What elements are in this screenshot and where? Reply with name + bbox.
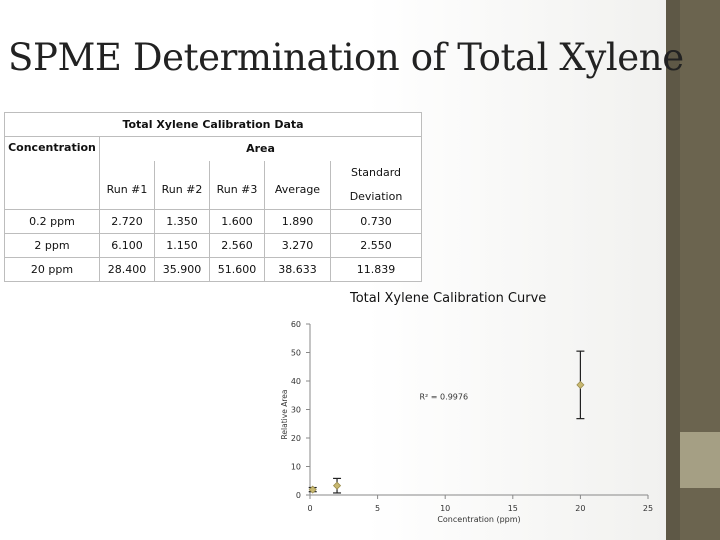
- table-row: 20 ppm 28.400 35.900 51.600 38.633 11.83…: [4, 256, 422, 282]
- chart-title: Total Xylene Calibration Curve: [350, 291, 547, 306]
- data-point: [332, 481, 342, 490]
- cell-average: 1.890: [264, 208, 331, 234]
- x-tick-label: 25: [643, 504, 653, 513]
- side-bar-block-top: [680, 0, 720, 432]
- cell-run2: 1.350: [154, 208, 210, 234]
- concentration-header: Concentration: [4, 136, 100, 210]
- calibration-curve-chart: 0 10 20 30 40 50 60 0 5 10 15 20 25 Concentration (pp…: [280, 320, 653, 524]
- r-squared-annotation: R² = 0.9976: [420, 393, 469, 402]
- cell-std-dev: 2.550: [330, 232, 422, 258]
- std-header-line2: Deviation: [349, 189, 403, 203]
- column-header-run2: Run #2: [154, 160, 210, 210]
- y-tick-label: 0: [296, 491, 301, 500]
- x-tick-label: 20: [575, 504, 585, 513]
- std-header-line1: Standard: [350, 165, 402, 179]
- calibration-table: Total Xylene Calibration Data Concentrat…: [4, 112, 422, 282]
- y-tick-label: 20: [291, 434, 301, 443]
- y-tick-label: 10: [291, 463, 301, 472]
- x-tick-label: 5: [375, 504, 380, 513]
- data-point: [308, 485, 317, 494]
- cell-concentration: 20 ppm: [4, 256, 100, 282]
- side-bar-block-bottom: [680, 488, 720, 540]
- column-header-std-dev: Standard Deviation: [330, 160, 422, 210]
- cell-std-dev: 11.839: [330, 256, 422, 282]
- data-point: [576, 380, 585, 389]
- cell-concentration: 2 ppm: [4, 232, 100, 258]
- column-header-run3: Run #3: [209, 160, 265, 210]
- x-tick-label: 10: [440, 504, 450, 513]
- slide-title: SPME Determination of Total Xylene: [8, 36, 684, 79]
- cell-run1: 2.720: [99, 208, 155, 234]
- y-tick-label: 60: [291, 320, 301, 329]
- cell-run2: 35.900: [154, 256, 210, 282]
- cell-run2: 1.150: [154, 232, 210, 258]
- y-tick-label: 40: [291, 377, 301, 386]
- side-decoration-bar: [666, 0, 720, 540]
- area-header: Area: [99, 136, 422, 161]
- x-tick-label: 0: [307, 504, 312, 513]
- cell-run3: 51.600: [209, 256, 265, 282]
- cell-run1: 6.100: [99, 232, 155, 258]
- cell-std-dev: 0.730: [330, 208, 422, 234]
- side-bar-block-accent: [680, 432, 720, 488]
- table-title: Total Xylene Calibration Data: [4, 112, 422, 137]
- table-row: 2 ppm 6.100 1.150 2.560 3.270 2.550: [4, 232, 422, 258]
- column-header-run1: Run #1: [99, 160, 155, 210]
- cell-run3: 1.600: [209, 208, 265, 234]
- cell-average: 38.633: [264, 256, 331, 282]
- cell-concentration: 0.2 ppm: [4, 208, 100, 234]
- cell-run1: 28.400: [99, 256, 155, 282]
- y-tick-label: 50: [291, 349, 301, 358]
- column-header-average: Average: [264, 160, 331, 210]
- cell-run3: 2.560: [209, 232, 265, 258]
- table-row: 0.2 ppm 2.720 1.350 1.600 1.890 0.730: [4, 208, 422, 234]
- y-tick-label: 30: [291, 406, 301, 415]
- x-tick-label: 15: [508, 504, 518, 513]
- x-axis-title: Concentration (ppm): [437, 515, 520, 524]
- y-axis-title: Relative Area: [280, 390, 289, 440]
- cell-average: 3.270: [264, 232, 331, 258]
